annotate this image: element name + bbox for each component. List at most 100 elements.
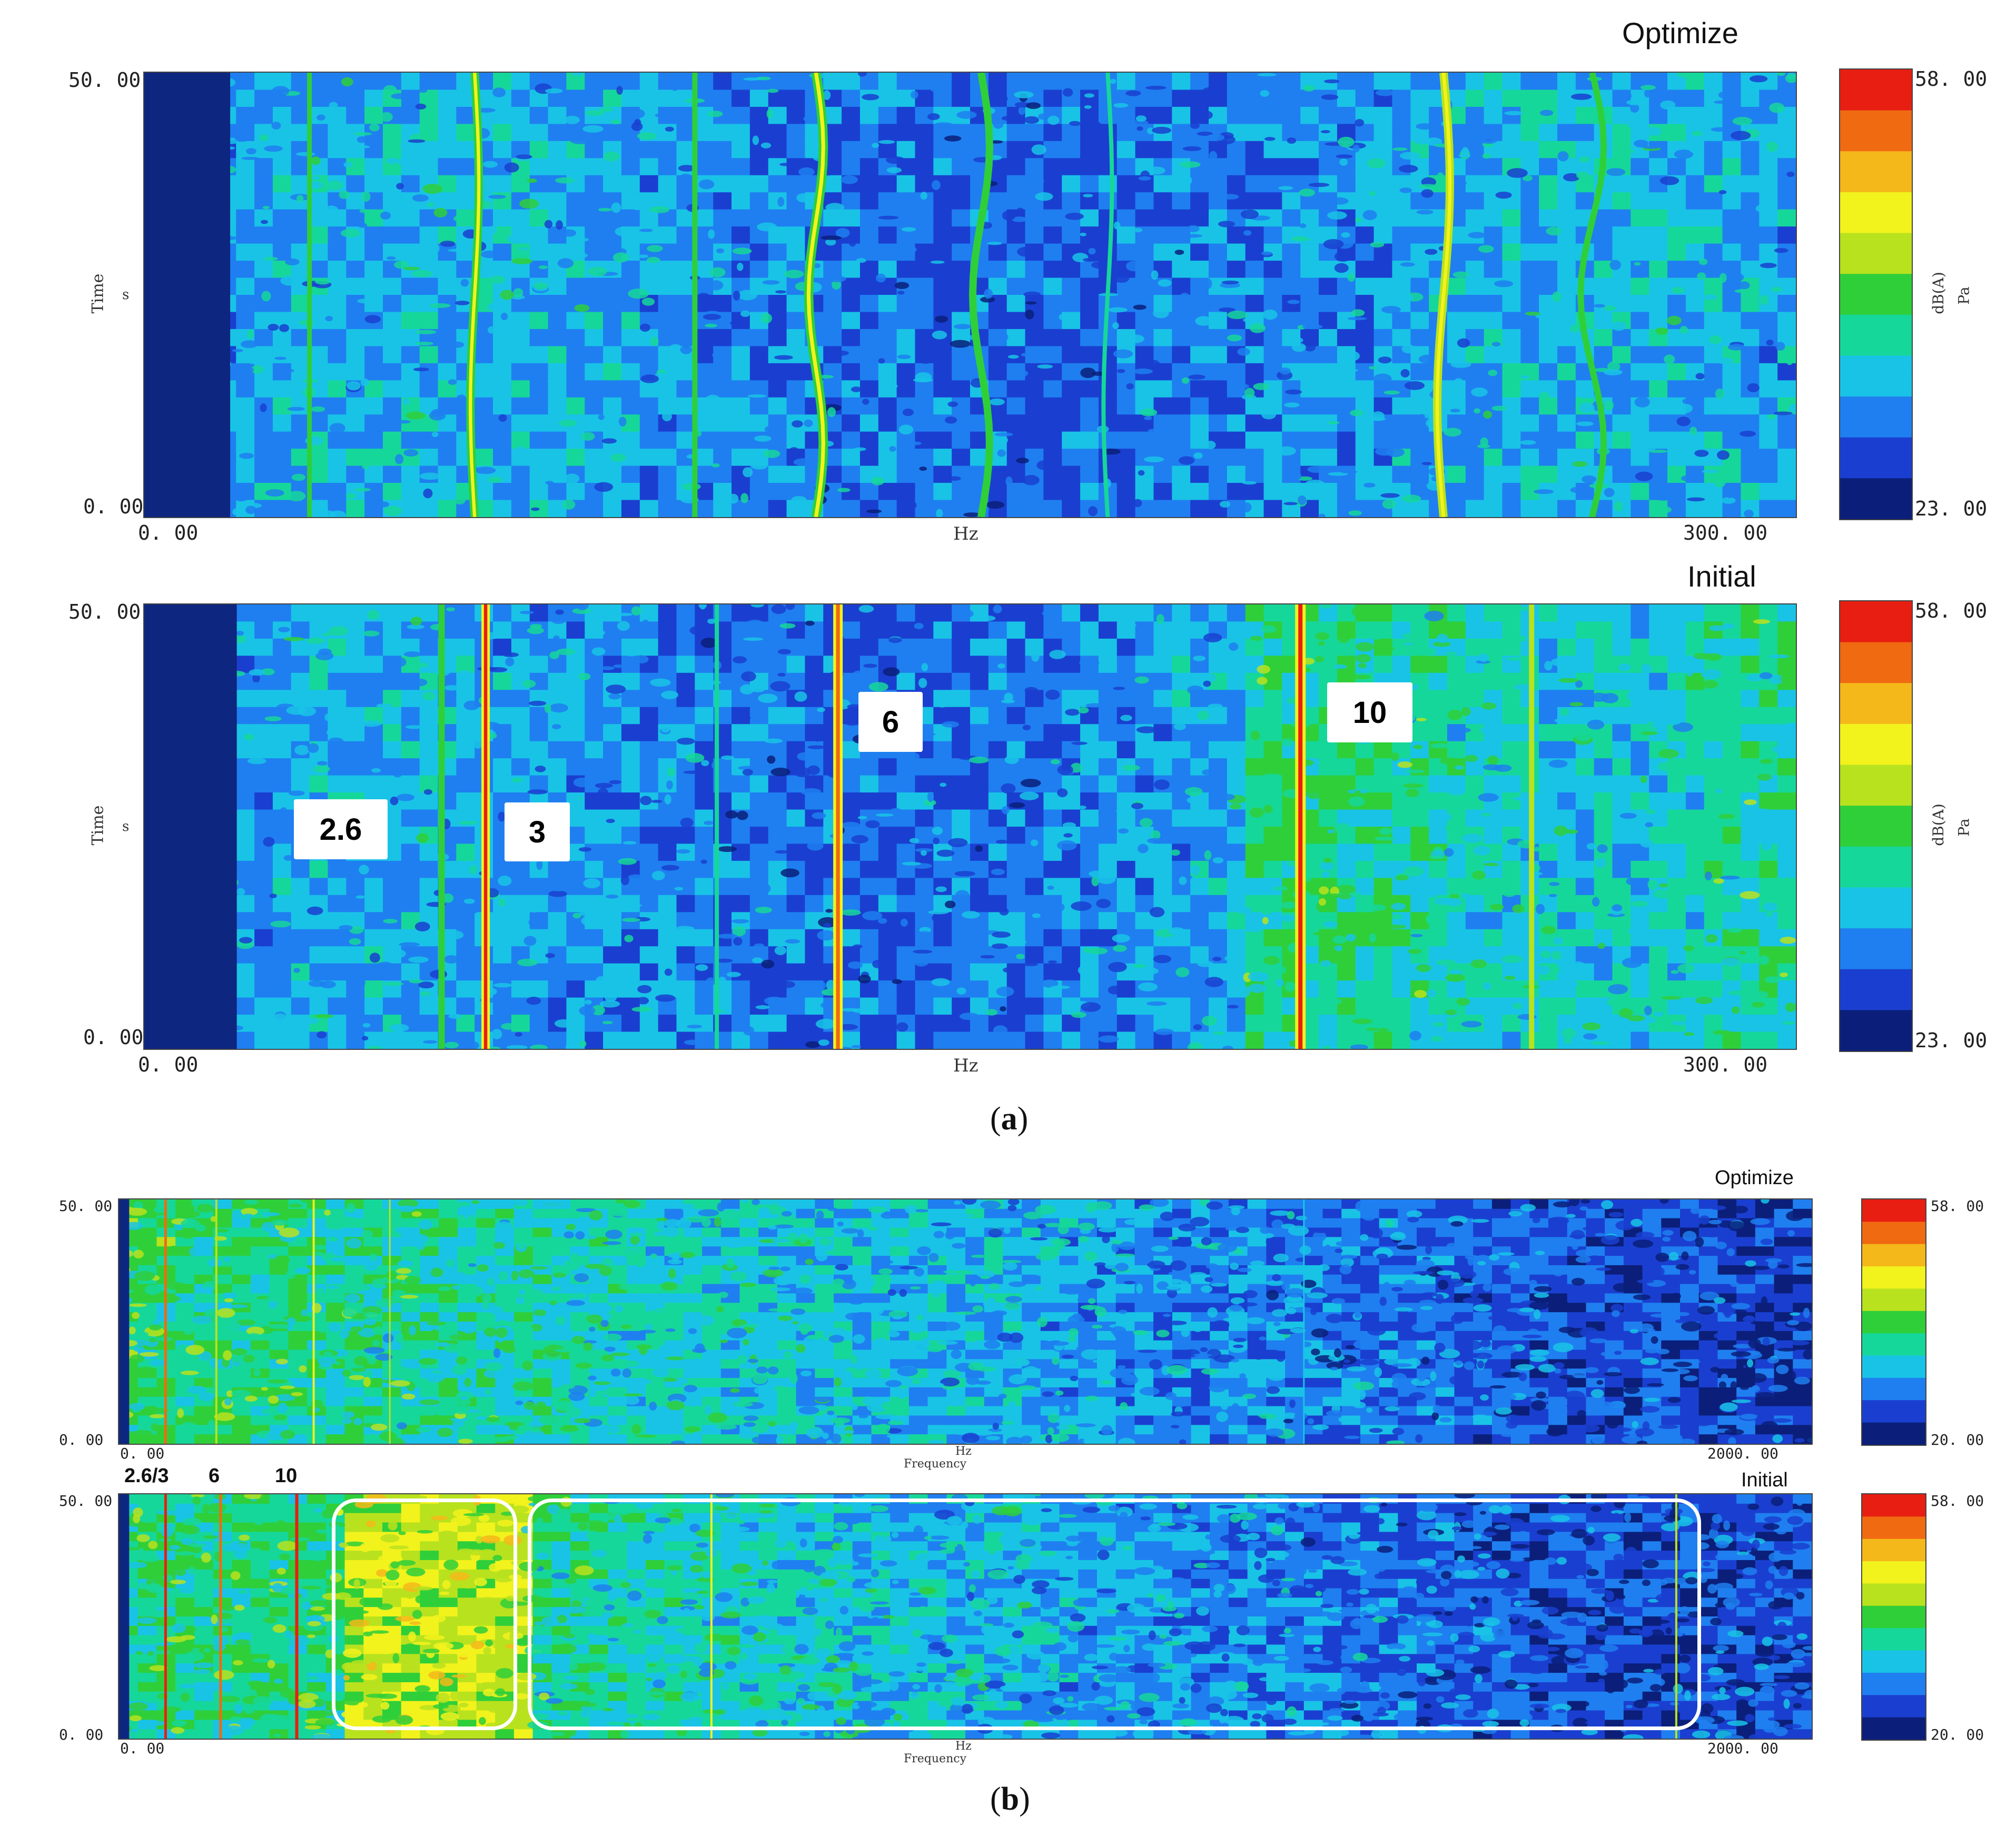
spectrogram-a-initial-cell [1062, 929, 1081, 947]
spectrogram-a-initial-cell [529, 878, 549, 896]
spectrogram-a-initial-cell [1245, 1015, 1264, 1033]
spectrogram-a-optimize-speckle [1760, 294, 1769, 305]
spectrogram-a-optimize-speckle [669, 344, 681, 351]
spectrogram-a-initial-cell [346, 878, 365, 896]
spectrogram-a-optimize-cell [548, 312, 567, 330]
spectrogram-a-initial-cell [346, 672, 365, 691]
spectrogram-a-optimize-speckle [1249, 323, 1266, 333]
spectrogram-a-optimize-cell [952, 295, 971, 313]
spectrogram-a-optimize-cell [1502, 397, 1521, 415]
spectrogram-a-optimize-cell [749, 261, 769, 279]
spectrogram-a-optimize-cell [382, 295, 402, 313]
spectrogram-a-optimize-speckle [354, 488, 371, 492]
spectrogram-a-optimize-speckle [931, 267, 942, 277]
spectrogram-a-optimize-speckle [1026, 102, 1041, 110]
colorbar-a-optimize-band [1840, 437, 1912, 452]
spectrogram-a-optimize-cell [859, 175, 879, 193]
spectrogram-a-optimize-cell [475, 431, 494, 450]
spectrogram-a-optimize-speckle [629, 200, 648, 211]
spectrogram-a-optimize-cell [768, 261, 787, 279]
spectrogram-a-initial-cell [988, 878, 1007, 896]
spectrogram-a-initial-cell [676, 707, 696, 725]
spectrogram-a-optimize-cell [695, 465, 714, 484]
spectrogram-a-optimize-speckle [587, 266, 607, 276]
spectrogram-a-initial-cell [272, 946, 292, 964]
spectrogram-a-optimize-speckle [1400, 262, 1415, 267]
spectrogram-a-optimize-cell [1667, 380, 1686, 398]
spectrogram-a-optimize-speckle [1133, 499, 1142, 508]
spectrogram-a-optimize-cell [1245, 158, 1264, 176]
spectrogram-a-optimize-cell [1227, 158, 1246, 176]
spectrogram-a-initial-cell [878, 878, 897, 896]
spectrogram-a-optimize-cell [1741, 363, 1760, 381]
spectrogram-a-optimize-cell [438, 90, 457, 107]
spectrogram-a-optimize-speckle [1253, 383, 1270, 390]
spectrogram-a-optimize-cell [493, 106, 512, 125]
spectrogram-a-optimize-speckle [793, 232, 804, 242]
spectrogram-a-optimize-cell [768, 346, 787, 364]
spectrogram-a-optimize-speckle [1776, 73, 1786, 76]
spectrogram-a-optimize-speckle [1380, 493, 1400, 498]
spectrogram-a-optimize-cell [1685, 346, 1705, 364]
colorbar-a-optimize-band [1840, 287, 1912, 302]
spectrogram-a-optimize-cell [1741, 329, 1760, 347]
spectrogram-a-optimize-speckle [680, 345, 693, 354]
spectrogram-a-initial-cell [1153, 741, 1173, 759]
spectrogram-a-optimize-speckle [572, 73, 584, 76]
spectrogram-a-optimize-speckle [705, 394, 720, 405]
spectrogram-a-optimize-cell [1006, 329, 1026, 347]
spectrogram-a-optimize-cell [1685, 500, 1705, 517]
spectrogram-a-optimize-cell [1612, 277, 1632, 295]
spectrogram-a-initial-cell [1080, 980, 1099, 998]
spectrogram-a-optimize-speckle [1534, 489, 1554, 494]
spectrogram-a-optimize-cell [1300, 414, 1320, 432]
spectrogram-a-optimize-cell [1080, 90, 1099, 107]
spectrogram-a-optimize-cell [309, 226, 329, 244]
spectrogram-a-optimize-cell [1245, 141, 1264, 159]
spectrogram-a-optimize-speckle [1237, 348, 1250, 356]
spectrogram-a-initial-cell [1006, 707, 1026, 725]
spectrogram-a-optimize-cell [1373, 73, 1393, 91]
spectrogram-a-optimize-cell [1319, 346, 1338, 364]
spectrogram-a-optimize-cell [713, 329, 733, 347]
spectrogram-a-initial-cell [1025, 980, 1044, 998]
spectrogram-a-optimize-speckle [380, 112, 393, 122]
spectrogram-a-initial-cell [585, 895, 604, 913]
spectrogram-a-initial-cell [732, 724, 750, 742]
spectrogram-a-optimize-cell [1135, 209, 1154, 227]
spectrogram-a-optimize-cell [1410, 73, 1430, 91]
spectrogram-a-optimize-cell [1465, 175, 1485, 193]
spectrogram-a-optimize-cell [1704, 414, 1723, 432]
spectrogram-a-optimize-cell [1190, 243, 1209, 262]
spectrogram-a-optimize-speckle [1714, 477, 1726, 488]
spectrogram-a-initial-cell [401, 741, 420, 759]
spectrogram-a-optimize-speckle [696, 293, 711, 302]
spectrogram-a-optimize-speckle [574, 304, 590, 312]
spectrogram-a-optimize-speckle [640, 374, 659, 383]
spectrogram-a-optimize-speckle [1144, 416, 1152, 420]
spectrogram-a-initial-cell [511, 1015, 530, 1033]
spectrogram-a-initial-cell [676, 997, 696, 1016]
spectrogram-a-initial-cell [1245, 843, 1264, 861]
spectrogram-a-optimize-speckle [1381, 306, 1401, 314]
spectrogram-a-optimize-speckle [842, 249, 861, 256]
spectrogram-a-optimize-speckle [1773, 411, 1793, 415]
spectrogram-a-initial-cell [456, 758, 476, 776]
spectrogram-a-optimize-cell [786, 175, 806, 193]
spectrogram-a-initial-cell [236, 860, 255, 879]
spectrogram-a-initial-cell [1043, 827, 1063, 845]
spectrogram-a-optimize-speckle [557, 258, 574, 269]
spectrogram-a-optimize-speckle [1368, 366, 1378, 370]
spectrogram-a-optimize-cell [493, 431, 512, 450]
spectrogram-a-optimize-cell [603, 175, 622, 193]
spectrogram-a-optimize-speckle [662, 411, 672, 422]
spectrogram-a-initial-cell [621, 809, 640, 827]
spectrogram-a-optimize-cell [842, 141, 861, 159]
spectrogram-a-initial-cell [695, 724, 714, 742]
spectrogram-a-optimize-speckle [431, 409, 445, 417]
spectrogram-a-optimize-cell [878, 243, 897, 262]
spectrogram-a-optimize-cell [346, 312, 365, 330]
spectrogram-a-initial-cell [511, 656, 530, 673]
spectrogram-a-optimize-cell [1649, 209, 1668, 227]
a1-ytick-bottom: 0. 00 [83, 495, 144, 518]
